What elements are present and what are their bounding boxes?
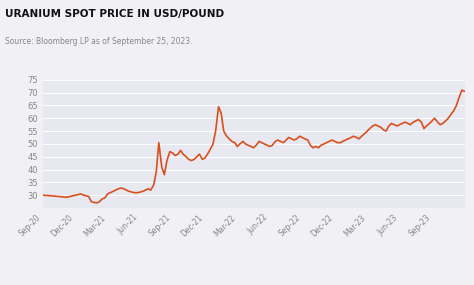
Text: URANIUM SPOT PRICE IN USD/POUND: URANIUM SPOT PRICE IN USD/POUND — [5, 9, 224, 19]
Legend: Uranium Spot Price: Uranium Spot Price — [203, 282, 304, 285]
Text: Source: Bloomberg LP as of September 25, 2023.: Source: Bloomberg LP as of September 25,… — [5, 37, 192, 46]
